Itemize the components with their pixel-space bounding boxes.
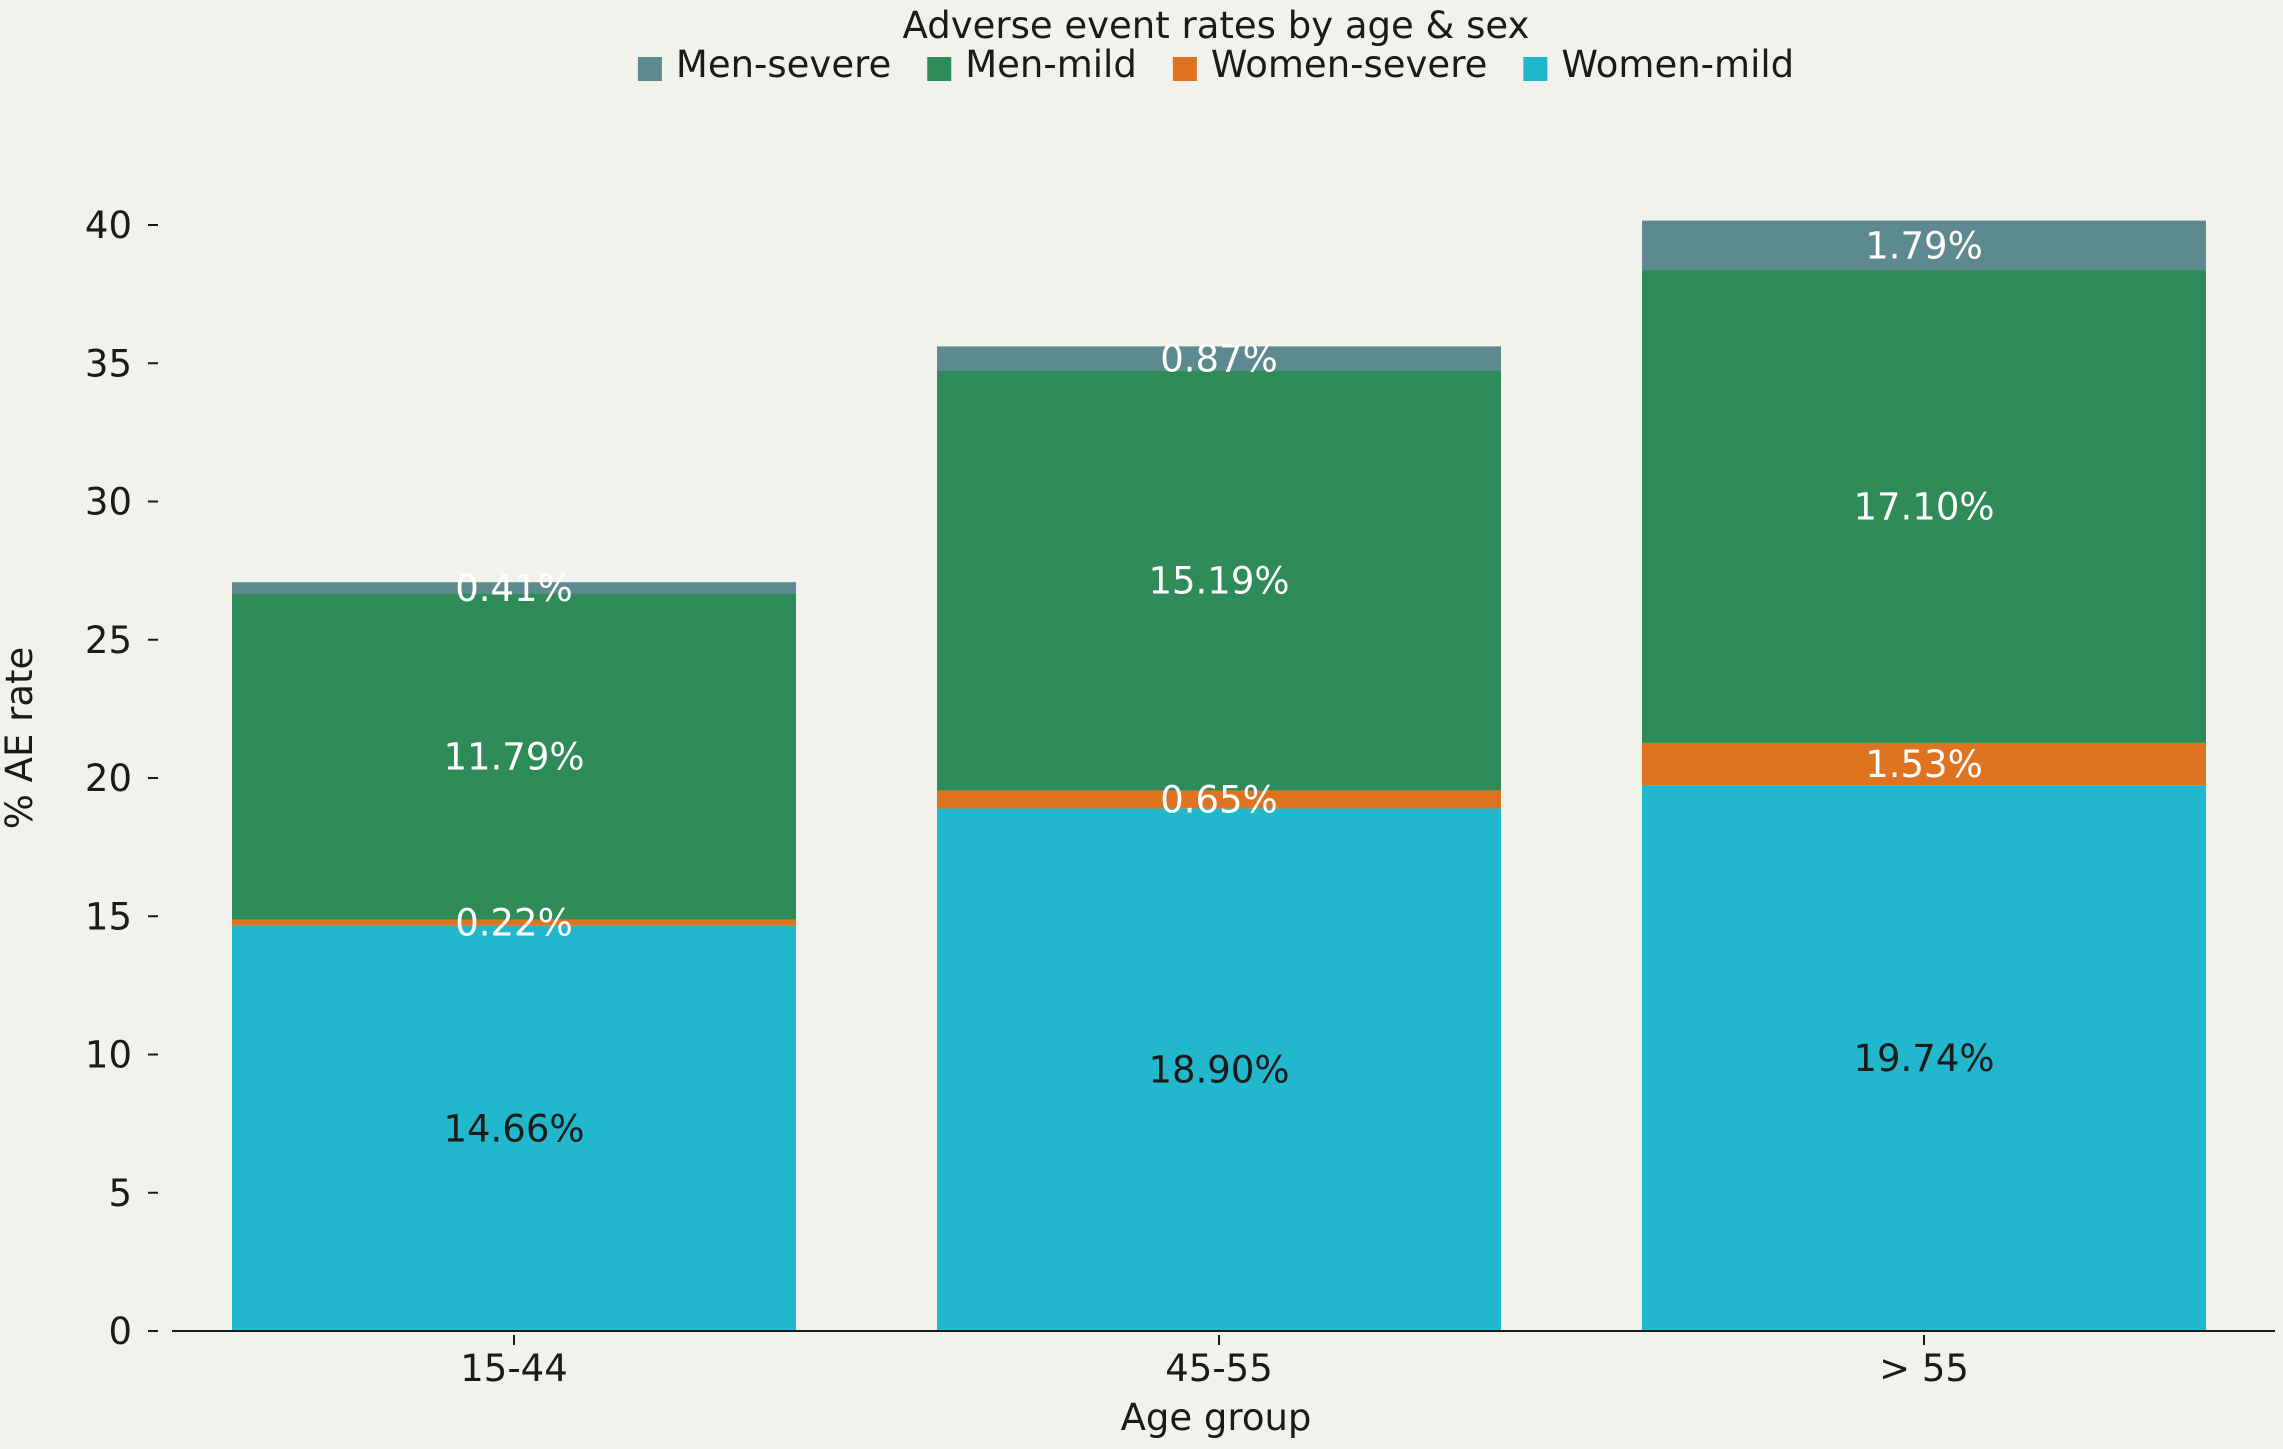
data-label-men-mild-15-44: 11.79%	[443, 736, 584, 779]
x-tick-label-45-55: 45-55	[1165, 1347, 1273, 1390]
data-label-women-mild-45-55: 18.90%	[1148, 1049, 1289, 1092]
bar-women-mild-45-55	[937, 808, 1501, 1331]
data-label-women-severe-55: 1.53%	[1865, 743, 1983, 786]
data-label-men-severe-45-55: 0.87%	[1160, 337, 1278, 380]
legend-swatch-women-severe	[1172, 57, 1197, 81]
bar-women-mild-55	[1642, 785, 2206, 1331]
legend-swatch-women-mild	[1523, 57, 1548, 81]
x-axis-label: Age group	[1121, 1396, 1312, 1439]
x-axis: 15-44 45-55 > 55	[172, 1330, 2275, 1390]
bar-men-severe-55	[1642, 220, 2206, 271]
data-label-women-mild-55: 19.74%	[1853, 1037, 1994, 1080]
data-label-men-mild-45-55: 15.19%	[1148, 559, 1289, 602]
y-tick-label-5: 5	[108, 1172, 132, 1215]
bar-men-mild-45-55	[937, 370, 1501, 791]
legend-label-men-severe: Men-severe	[676, 43, 891, 86]
bar-women-severe-55	[1642, 742, 2206, 786]
y-axis: 0 5 10 15 20 25 30 35 40	[85, 204, 158, 1353]
y-tick-label-40: 40	[85, 204, 132, 247]
legend: Men-severe Men-mild Women-severe Women-mild	[637, 43, 1794, 86]
bar-men-mild-15-44	[232, 593, 796, 920]
legend-label-women-mild: Women-mild	[1561, 43, 1794, 86]
bar-women-mild-15-44	[232, 925, 796, 1331]
y-tick-label-25: 25	[85, 619, 132, 662]
legend-swatch-men-mild	[927, 57, 952, 81]
legend-swatch-men-severe	[637, 57, 662, 81]
bars: 14.66% 0.22% 11.79% 0.41% 18.90% 0.65% 15.19% 0…	[232, 220, 2206, 1331]
y-tick-label-30: 30	[85, 481, 132, 524]
data-label-women-severe-15-44: 0.22%	[455, 902, 573, 945]
data-label-men-severe-55: 1.79%	[1865, 224, 1983, 267]
chart-title: Adverse event rates by age & sex	[903, 4, 1530, 47]
y-tick-label-0: 0	[108, 1310, 132, 1353]
x-tick-label-15-44: 15-44	[460, 1347, 568, 1390]
data-label-men-severe-15-44: 0.41%	[455, 567, 573, 610]
bar-women-severe-15-44	[232, 919, 796, 926]
y-axis-label: % AE rate	[0, 647, 41, 830]
bar-men-severe-45-55	[937, 346, 1501, 371]
data-label-men-mild-55: 17.10%	[1853, 485, 1994, 528]
legend-label-women-severe: Women-severe	[1211, 43, 1488, 86]
y-tick-label-35: 35	[85, 342, 132, 385]
bar-women-severe-45-55	[937, 790, 1501, 809]
bar-men-mild-55	[1642, 270, 2206, 743]
y-tick-label-20: 20	[85, 757, 132, 800]
data-label-women-mild-15-44: 14.66%	[443, 1107, 584, 1150]
data-label-women-severe-45-55: 0.65%	[1160, 778, 1278, 821]
bar-men-severe-15-44	[232, 582, 796, 594]
legend-label-men-mild: Men-mild	[965, 43, 1137, 86]
y-tick-label-10: 10	[85, 1034, 132, 1077]
y-tick-label-15: 15	[85, 895, 132, 938]
x-tick-label-55: > 55	[1879, 1347, 1969, 1390]
